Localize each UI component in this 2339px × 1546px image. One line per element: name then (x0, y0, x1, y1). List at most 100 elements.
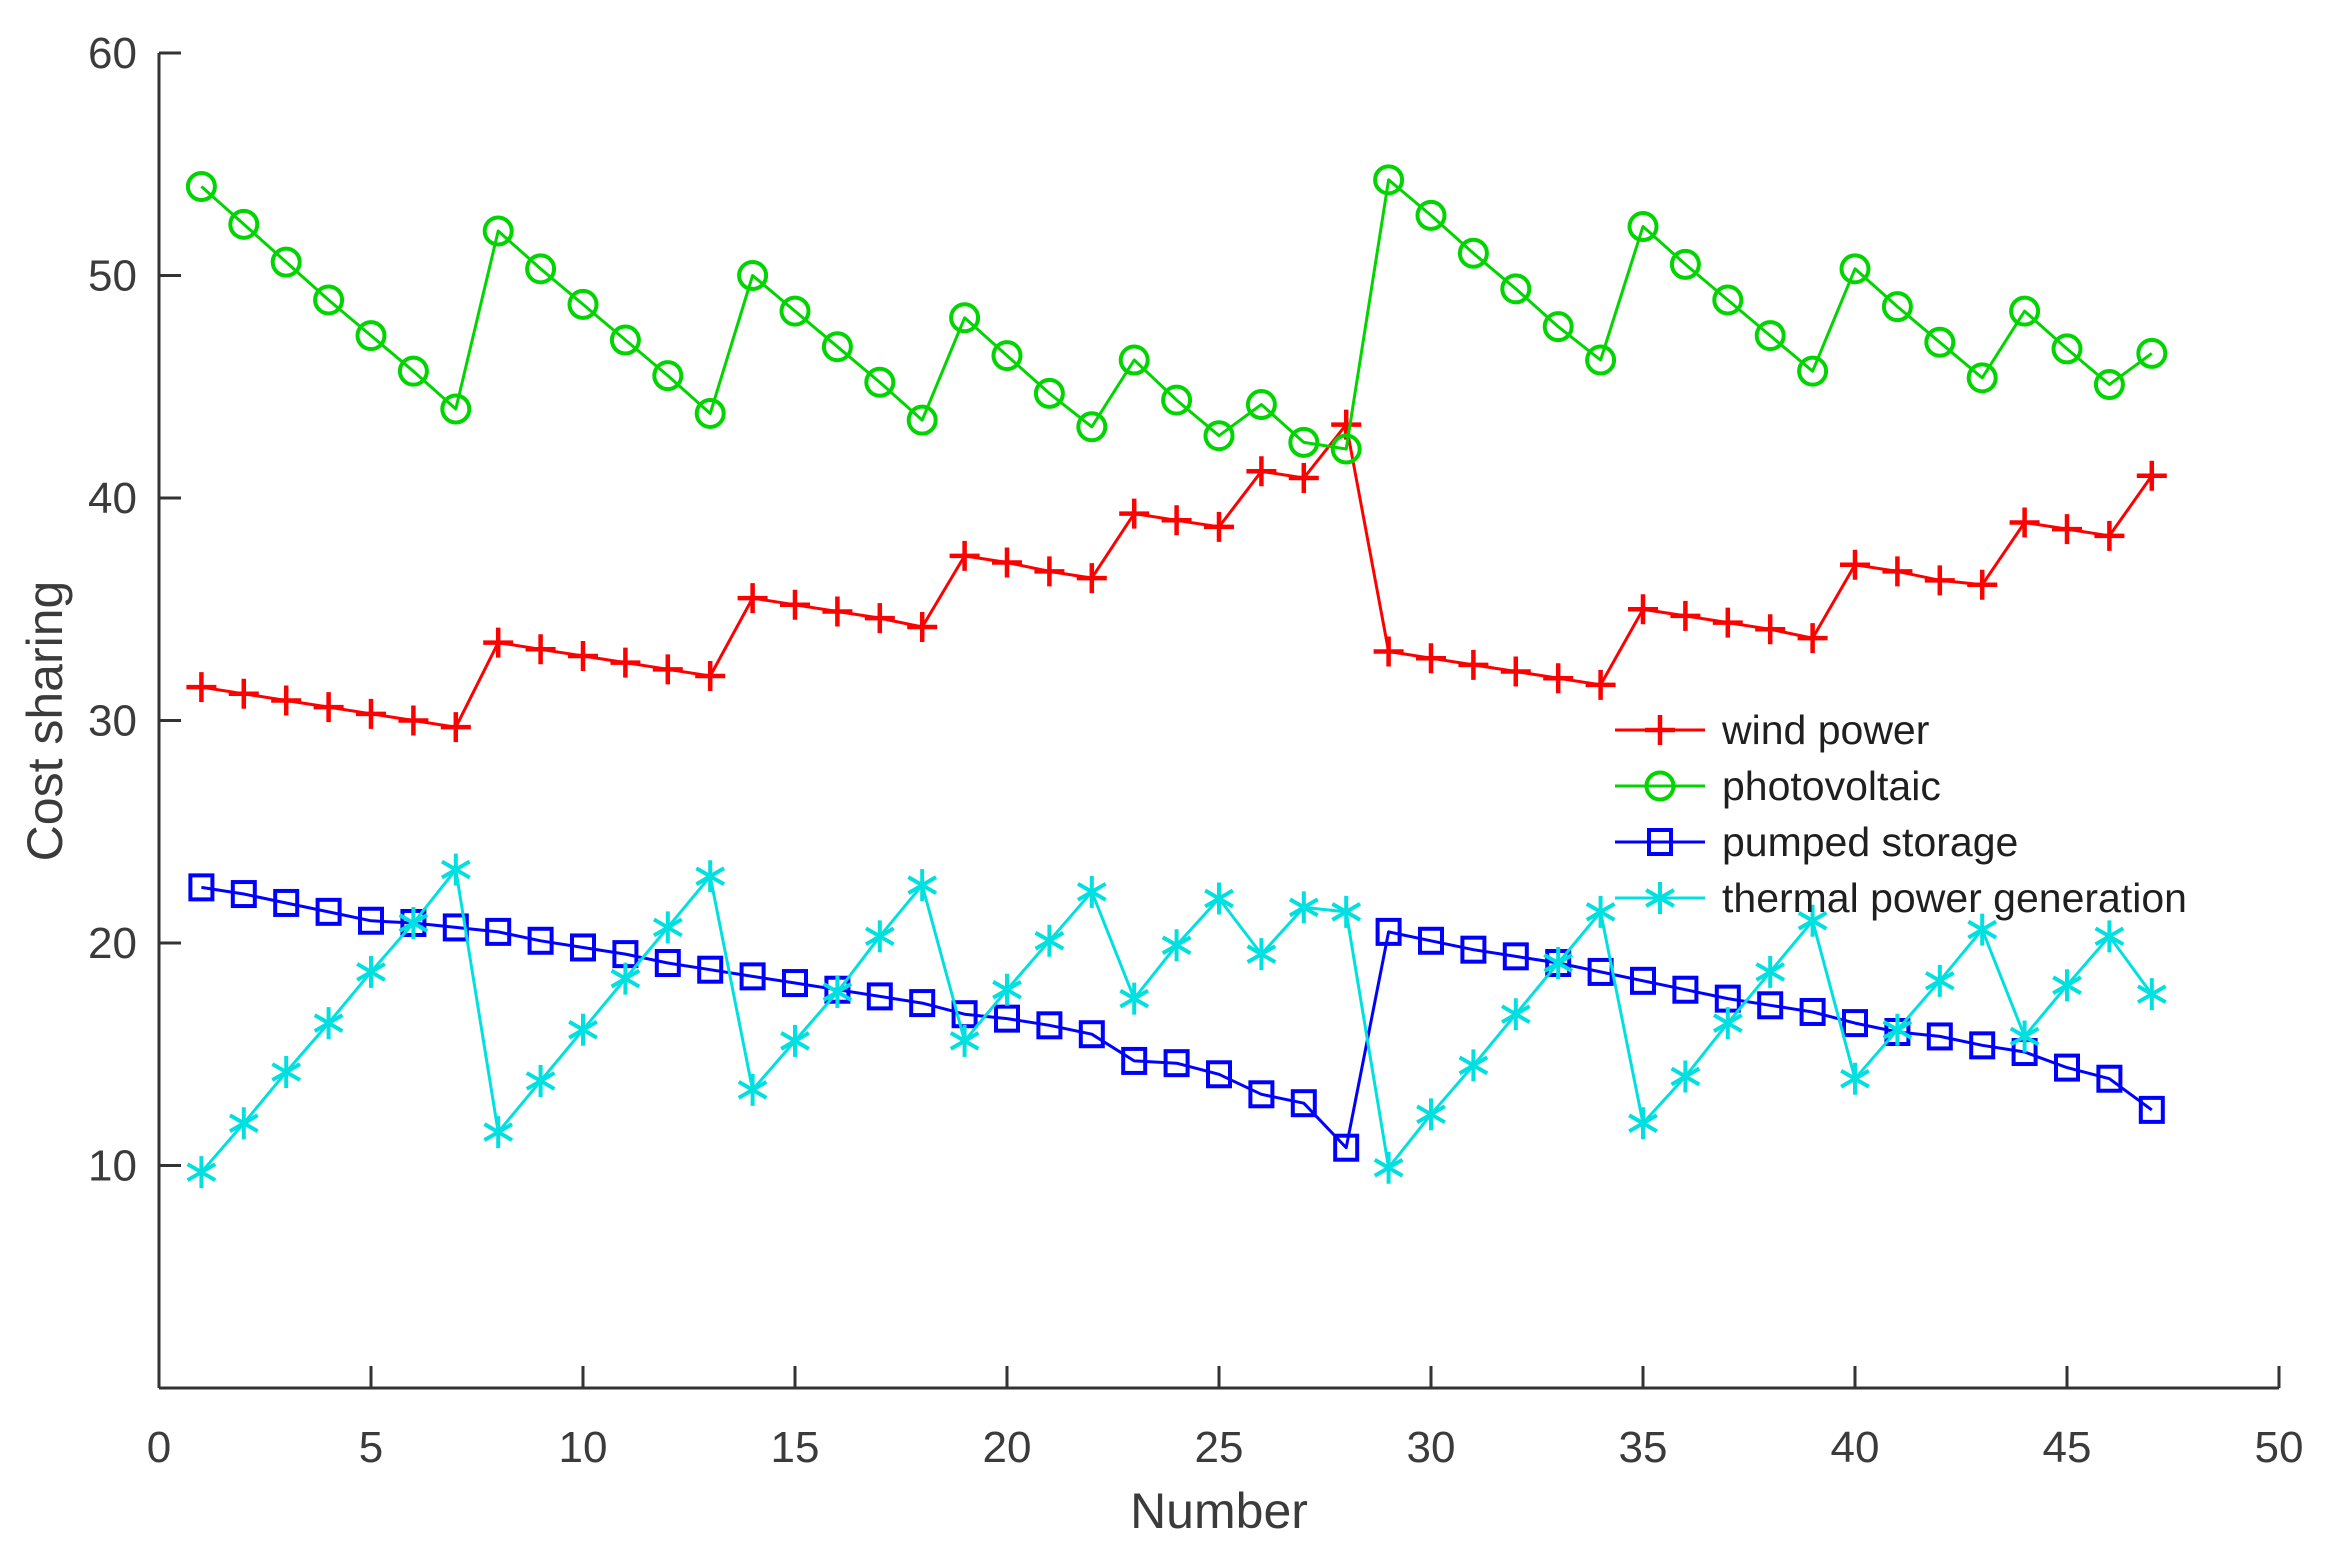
thermal-power-generation-marker (1288, 891, 1319, 924)
pumped-storage-marker (2054, 1053, 2080, 1082)
thermal-power-generation-marker (271, 1056, 302, 1089)
legend-plus-icon (1645, 715, 1675, 745)
photovoltaic-marker (1245, 389, 1277, 421)
y-tick-label: 10 (88, 1142, 137, 1191)
photovoltaic-marker (694, 397, 726, 429)
pumped-storage-marker (188, 873, 215, 902)
series-wind-power (186, 409, 2167, 743)
thermal-power-generation-marker (2136, 978, 2167, 1011)
x-tick-label: 15 (771, 1423, 820, 1472)
photovoltaic-marker (1457, 237, 1489, 269)
wind-power-marker (1840, 549, 1870, 580)
series-pumped-storage (188, 873, 2165, 1162)
wind-power-marker (1034, 556, 1065, 587)
pumped-storage-marker (527, 926, 554, 955)
thermal-power-generation-marker (652, 911, 683, 944)
photovoltaic-marker (1415, 199, 1447, 231)
series-layer (185, 164, 2168, 1189)
photovoltaic-marker (397, 355, 429, 387)
thermal-power-generation-marker (2052, 969, 2082, 1002)
wind-power-marker (483, 627, 514, 658)
pumped-storage-marker (315, 897, 342, 926)
pumped-storage-marker (1163, 1049, 1190, 1078)
wind-power-marker (1204, 511, 1234, 542)
photovoltaic-marker (2093, 369, 2125, 401)
pumped-storage-marker (1248, 1080, 1275, 1109)
thermal-power-generation-marker (610, 962, 641, 995)
thermal-power-generation-marker (1331, 895, 1362, 928)
series-thermal-power-generation (186, 853, 2167, 1189)
photovoltaic-marker (482, 215, 514, 247)
pumped-storage-marker (654, 949, 681, 978)
legend-square-icon (1647, 828, 1673, 856)
wind-power-marker (1119, 498, 1150, 529)
wind-power-marker (1246, 456, 1277, 487)
thermal-power-generation-marker (186, 1156, 217, 1189)
pumped-storage-marker (273, 888, 300, 917)
photovoltaic-marker (821, 331, 853, 363)
series-photovoltaic (185, 164, 2168, 465)
thermal-power-generation-marker (2094, 920, 2125, 953)
wind-power-marker (568, 640, 598, 671)
thermal-power-generation-marker (568, 1013, 598, 1046)
x-axis-title: Number (1130, 1483, 1308, 1539)
y-axis-title: Cost sharing (17, 581, 73, 862)
x-tick-label: 25 (1195, 1423, 1244, 1472)
wind-power-marker (1882, 556, 1913, 587)
wind-power-marker (1543, 663, 1574, 694)
x-tick-label: 0 (147, 1423, 171, 1472)
legend-label: pumped storage (1722, 819, 2018, 865)
pumped-storage-marker (1375, 917, 1402, 946)
thermal-power-generation-marker (1076, 875, 1107, 908)
pumped-storage-marker (697, 955, 724, 984)
thermal-power-generation-marker (1543, 947, 1574, 980)
thermal-power-generation-marker (398, 906, 429, 939)
photovoltaic-marker (1966, 362, 1998, 394)
pumped-storage-marker (866, 982, 893, 1011)
photovoltaic-marker (1669, 248, 1701, 280)
pumped-storage-marker (1757, 991, 1784, 1020)
pumped-storage-marker (1969, 1031, 1996, 1060)
photovoltaic-marker (567, 288, 599, 320)
photovoltaic-marker (1373, 164, 1405, 196)
pumped-storage-marker (570, 933, 596, 962)
photovoltaic-marker (991, 340, 1023, 372)
wind-power-marker (695, 661, 726, 691)
y-tick-label: 60 (88, 29, 137, 78)
legend-asterisk-icon (1645, 882, 1675, 914)
wind-power-marker (1458, 649, 1489, 680)
pumped-storage-marker (739, 962, 766, 991)
photovoltaic-marker (864, 366, 896, 398)
y-tick-label: 30 (88, 697, 137, 746)
pumped-storage-marker (2096, 1064, 2123, 1093)
thermal-power-generation-marker (1882, 1013, 1913, 1046)
wind-power-marker (992, 547, 1022, 578)
x-tick-label: 20 (983, 1423, 1032, 1472)
photovoltaic-marker (525, 253, 557, 285)
pumped-storage-marker (1502, 942, 1529, 971)
pumped-storage-marker (994, 1004, 1020, 1033)
photovoltaic-marker (652, 360, 684, 392)
thermal-power-generation-marker (780, 1024, 810, 1057)
thermal-power-generation-marker (525, 1064, 556, 1097)
photovoltaic-marker (737, 260, 769, 291)
pumped-storage-marker (1418, 926, 1444, 955)
wind-power-marker (737, 583, 768, 614)
wind-power-marker (1288, 462, 1319, 493)
wind-power-marker (2052, 514, 2082, 545)
thermal-power-generation-marker (356, 955, 386, 988)
wind-power-marker (271, 685, 302, 716)
thermal-power-generation-marker (1034, 924, 1065, 957)
axes: 0 5 10 15 20 25 30 35 40 45 50 10 20 30 40 50 60 (88, 29, 2303, 1472)
pumped-storage-marker (909, 989, 936, 1018)
legend-label: photovoltaic (1722, 763, 1941, 809)
wind-power-marker (1585, 669, 1616, 700)
thermal-power-generation-marker (992, 973, 1022, 1006)
pumped-storage-marker (782, 969, 808, 998)
wind-power-marker (1628, 594, 1658, 625)
y-tick-label: 50 (88, 252, 137, 301)
legend-item-photovoltaic: photovoltaic (1615, 763, 1941, 809)
wind-power-marker (822, 596, 853, 627)
x-tick-label: 50 (2255, 1423, 2304, 1472)
x-tick-label: 35 (1619, 1423, 1668, 1472)
